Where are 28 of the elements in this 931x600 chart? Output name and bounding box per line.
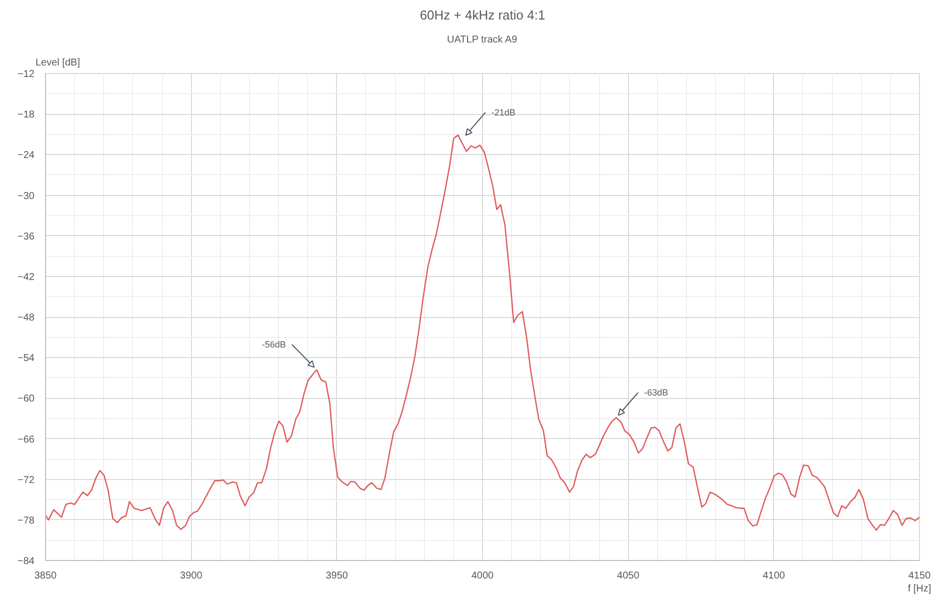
annotation: -21dB <box>491 108 516 118</box>
y-tick-label: −24 <box>18 150 35 162</box>
y-tick-label: −66 <box>18 434 35 446</box>
x-tick-label: 4150 <box>908 570 931 582</box>
y-tick-label: −42 <box>18 272 35 283</box>
y-tick-label: −18 <box>18 110 35 121</box>
y-tick-label: −72 <box>18 474 35 486</box>
y-tick-label: −60 <box>18 394 35 405</box>
y-tick-label: −84 <box>18 556 35 567</box>
y-tick-label: −48 <box>18 312 35 324</box>
annotation: -63dB <box>644 388 668 398</box>
x-axis-title: f [Hz] <box>908 584 931 594</box>
x-tick-label: 4100 <box>762 570 786 582</box>
y-tick-label: −30 <box>18 190 35 202</box>
chart-title: 60Hz + 4kHz ratio 4:1 <box>420 8 546 22</box>
y-tick-label: −12 <box>18 69 35 80</box>
y-tick-label: −36 <box>18 231 35 242</box>
x-tick-label: 4000 <box>471 570 494 582</box>
chart-subtitle: UATLP track A9 <box>447 34 518 46</box>
x-tick-label: 3900 <box>180 570 203 582</box>
x-tick-label: 3950 <box>326 570 348 582</box>
y-tick-label: −54 <box>18 353 35 364</box>
line-series <box>46 134 920 531</box>
x-tick-label: 4050 <box>617 570 640 582</box>
annotation: -56dB <box>262 340 286 350</box>
x-tick-label: 3850 <box>34 570 58 582</box>
y-axis-title: Level [dB] <box>36 58 80 68</box>
y-tick-label: −78 <box>18 515 35 526</box>
